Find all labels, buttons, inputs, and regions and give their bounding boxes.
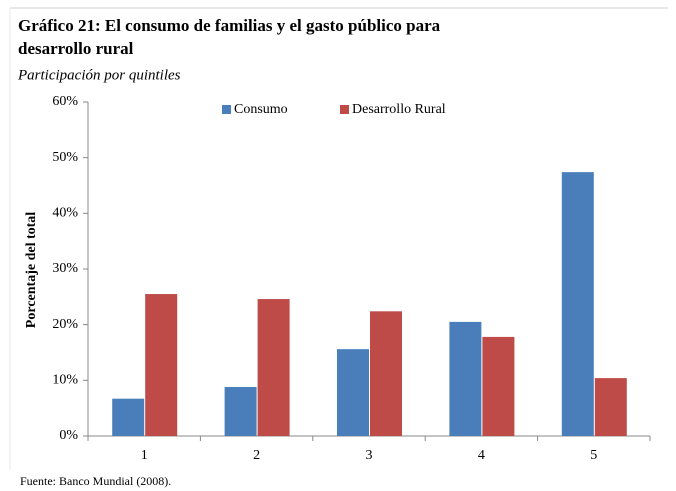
bar (145, 294, 178, 436)
y-axis-label: Porcentaje del total (24, 212, 39, 328)
bar (370, 311, 402, 436)
x-tick-label: 2 (253, 448, 260, 463)
x-tick-label: 5 (590, 448, 597, 463)
x-tick-label: 1 (141, 448, 148, 463)
legend-swatch (340, 105, 349, 114)
x-tick-label: 3 (366, 448, 373, 463)
source-note: Fuente: Banco Mundial (2008). (20, 474, 171, 488)
bar (561, 172, 594, 436)
bar (257, 299, 290, 436)
chart-title: Gráfico 21: El consumo de familias y el … (18, 16, 441, 35)
y-tick-label: 30% (52, 261, 78, 276)
y-tick-label: 40% (52, 206, 78, 221)
y-tick-label: 0% (59, 428, 78, 443)
bar (112, 398, 145, 436)
legend-swatch (222, 105, 231, 114)
bar (449, 321, 482, 436)
y-tick-label: 50% (52, 150, 78, 165)
x-tick-label: 4 (478, 448, 485, 463)
chart-title: desarrollo rural (18, 39, 134, 58)
chart-subtitle: Participación por quintiles (17, 67, 181, 83)
legend-label: Consumo (234, 102, 288, 117)
y-tick-label: 20% (52, 317, 78, 332)
bar (224, 387, 257, 436)
y-tick-label: 10% (52, 373, 78, 388)
legend-label: Desarrollo Rural (352, 102, 446, 117)
bar (482, 336, 515, 436)
y-tick-label: 60% (52, 94, 78, 109)
bar (337, 349, 369, 436)
bar (594, 378, 627, 436)
